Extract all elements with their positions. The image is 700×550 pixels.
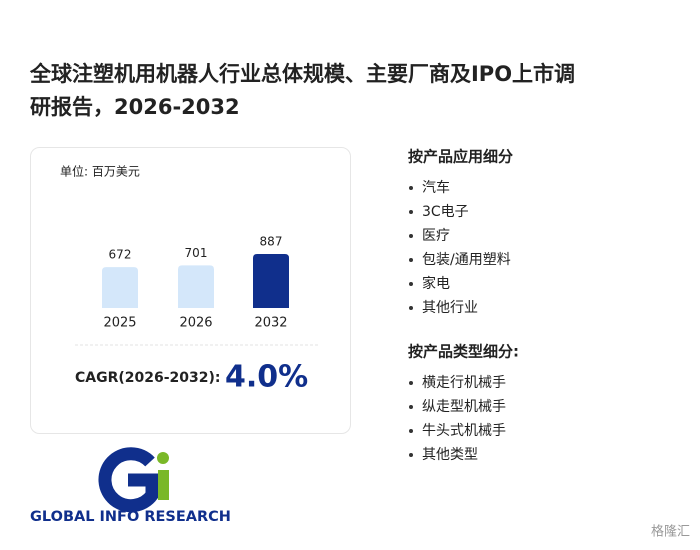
bar	[178, 265, 214, 308]
bullet	[409, 210, 413, 214]
segment-item: 其他类型	[422, 447, 478, 463]
segment-item: 包装/通用塑料	[422, 252, 511, 268]
title: 全球注塑机用机器人行业总体规模、主要厂商及IPO上市调	[29, 62, 575, 86]
segment-heading: 按产品应用细分	[408, 148, 513, 166]
segment-item: 汽车	[422, 179, 450, 196]
category-label: 2026	[179, 316, 212, 331]
bullet	[409, 306, 413, 310]
bar	[102, 267, 138, 308]
bullet	[409, 429, 413, 433]
bullet	[409, 258, 413, 262]
category-label: 2025	[103, 316, 136, 331]
cagr-value: 4.0%	[225, 360, 308, 395]
bullet	[409, 282, 413, 286]
logo-dot	[157, 452, 169, 464]
value-label: 672	[109, 248, 132, 262]
segment-item: 牛头式机械手	[422, 423, 506, 439]
logo-text: GLOBAL INFO RESEARCH	[30, 509, 231, 525]
cagr-label: CAGR(2026-2032):	[75, 370, 221, 386]
category-label: 2032	[254, 316, 287, 331]
bullet	[409, 453, 413, 457]
logo-i	[158, 470, 169, 500]
segment-item: 纵走型机械手	[422, 399, 506, 415]
value-label: 701	[185, 246, 208, 260]
bullet	[409, 234, 413, 238]
segment-item: 医疗	[422, 228, 450, 244]
segment-item: 3C电子	[422, 204, 469, 220]
segment-item: 家电	[422, 275, 450, 292]
value-label: 887	[260, 235, 283, 249]
bullet	[409, 381, 413, 385]
source-watermark: 格隆汇	[651, 524, 690, 540]
bullet	[409, 186, 413, 190]
unit: 单位: 百万美元	[60, 164, 140, 179]
logo: GLOBAL INFO RESEARCH	[30, 447, 231, 525]
segment-item: 横走行机械手	[422, 375, 506, 391]
bar	[253, 254, 289, 308]
bullet	[409, 405, 413, 409]
logo-g	[98, 447, 159, 513]
segment-heading: 按产品类型细分:	[408, 343, 519, 361]
title: 研报告，2026-2032	[30, 95, 240, 119]
segment-item: 其他行业	[422, 300, 478, 316]
